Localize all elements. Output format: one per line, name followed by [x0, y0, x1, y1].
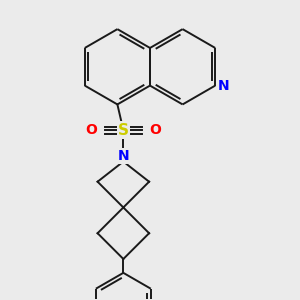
Text: O: O: [149, 123, 161, 137]
Text: S: S: [118, 123, 129, 138]
Text: N: N: [218, 79, 230, 93]
Text: N: N: [118, 149, 129, 163]
Text: O: O: [86, 123, 98, 137]
